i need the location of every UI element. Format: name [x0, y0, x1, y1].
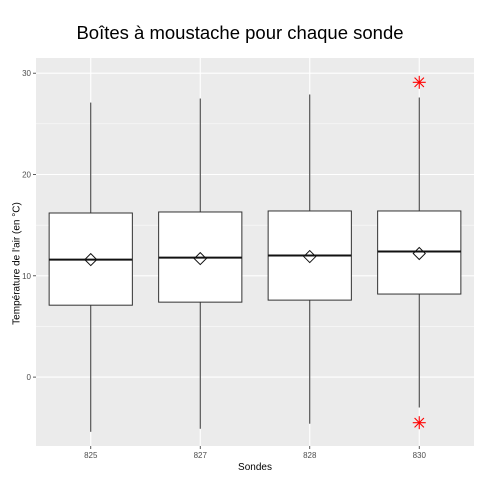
x-axis-label: Sondes [36, 462, 474, 473]
y-axis-label: Température de l'air (en °C) [12, 189, 23, 339]
x-tick-label: 827 [194, 451, 208, 460]
box-830 [378, 211, 461, 294]
y-tick-label: 0 [27, 373, 32, 382]
x-tick-label: 825 [84, 451, 98, 460]
y-tick-label: 20 [22, 171, 31, 180]
x-tick-label: 828 [303, 451, 317, 460]
x-tick-label: 830 [413, 451, 427, 460]
outlier-point [413, 76, 426, 89]
outlier-point [413, 416, 426, 429]
y-tick-label: 30 [22, 69, 31, 78]
y-tick-label: 10 [22, 272, 31, 281]
